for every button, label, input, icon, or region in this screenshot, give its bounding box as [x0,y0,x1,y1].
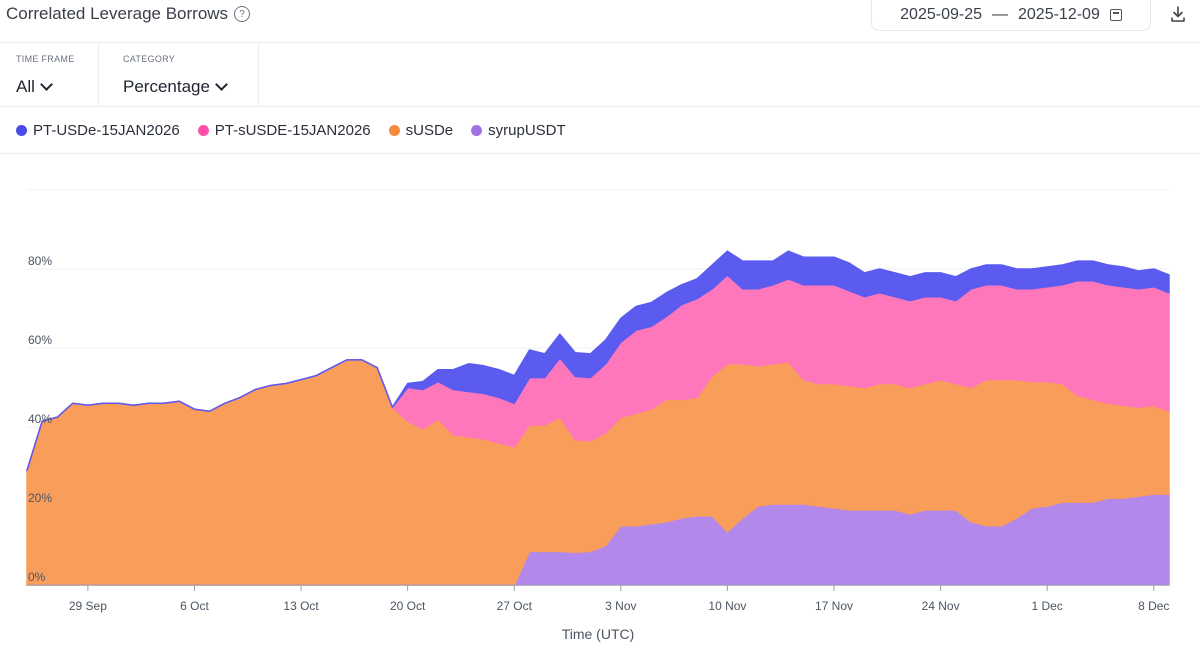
legend-dot [388,124,400,136]
time-frame-filter[interactable]: TIME FRAME All [0,43,99,106]
x-tick-label: 27 Oct [497,599,533,613]
question-circle-icon[interactable]: ? [234,6,251,22]
chevron-down-icon [40,78,53,91]
category-value: Percentage [123,77,210,96]
x-tick-label: 6 Oct [180,599,209,613]
chart-title: Correlated Leverage Borrows [6,4,229,23]
x-tick-label: 1 Dec [1032,599,1063,613]
x-tick-label: 24 Nov [922,599,960,613]
date-start: 2025-09-25 [900,6,982,23]
chevron-down-icon [215,78,228,91]
legend-label: PT-sUSDE-15JAN2026 [214,121,371,139]
category-label: CATEGORY [123,54,176,64]
legend-dot [471,124,483,136]
y-tick-label: 20% [28,491,52,505]
x-tick-label: 20 Oct [390,599,426,613]
calendar-icon [1109,9,1122,21]
chart-legend: PT-USDe-15JAN2026 PT-sUSDE-15JAN2026 sUS… [0,107,1200,154]
y-tick-label: 40% [28,412,52,426]
time-frame-dropdown[interactable]: All [16,77,53,97]
legend-dot [16,124,27,136]
x-tick-label: 10 Nov [708,599,746,613]
legend-label: syrupUSDT [488,121,566,139]
area-series [26,250,1170,586]
y-tick-label: 60% [28,333,52,347]
legend-item-pt-susde[interactable]: PT-sUSDE-15JAN2026 [197,121,371,139]
category-filter[interactable]: CATEGORY Percentage [107,43,259,106]
legend-item-susde[interactable]: sUSDe [388,121,454,139]
stacked-area-chart: 0% 20% 40% 60% 80% 29 Sep 6 Oct 13 Oct 20 Oct 27… [26,189,1170,642]
x-tick-label: 17 Nov [815,599,853,613]
legend-label: sUSDe [405,121,454,139]
x-tick-label: 13 Oct [283,599,319,613]
y-axis-ticks: 0% 20% 40% 60% 80% [28,254,52,584]
x-tick-label: 8 Dec [1138,599,1169,613]
chart-title-wrap: Correlated Leverage Borrows ? [6,4,251,24]
legend-dot [197,124,209,136]
y-tick-label: 80% [28,254,52,268]
x-tick-label: 29 Sep [69,599,107,613]
area-pt-usde-15jan2026[interactable] [26,250,1170,472]
chart-header: Correlated Leverage Borrows ? 2025-09-25… [0,0,1200,43]
date-range-picker[interactable]: 2025-09-25 — 2025-12-09 [871,0,1151,31]
time-frame-value: All [16,77,35,96]
x-axis-ticks: 29 Sep 6 Oct 13 Oct 20 Oct 27 Oct 3 Nov 10 Nov… [69,585,1169,613]
date-separator: — [992,6,1008,23]
legend-item-pt-usde[interactable]: PT-USDe-15JAN2026 [16,122,180,139]
download-icon[interactable] [1168,4,1188,24]
y-tick-label: 0% [28,570,46,584]
date-end: 2025-12-09 [1018,6,1100,23]
legend-item-syrupusdt[interactable]: syrupUSDT [471,122,566,139]
legend-label: PT-USDe-15JAN2026 [33,121,180,139]
time-frame-label: TIME FRAME [16,54,75,64]
x-tick-label: 3 Nov [605,599,636,613]
category-dropdown[interactable]: Percentage [123,77,228,97]
x-axis-title: Time (UTC) [562,626,635,642]
filter-bar: TIME FRAME All CATEGORY Percentage [0,43,1200,107]
